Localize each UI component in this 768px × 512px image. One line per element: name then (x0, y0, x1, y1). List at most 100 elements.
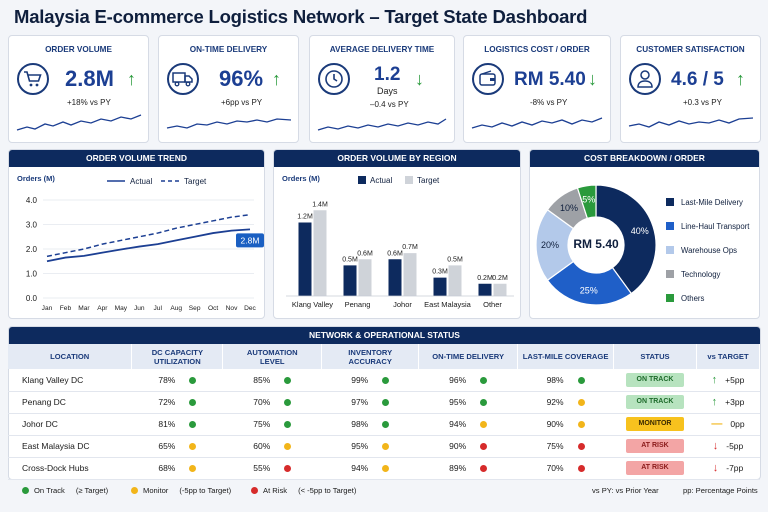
kpi-label: ORDER VOLUME (45, 45, 112, 54)
metric-value: 90% (546, 419, 564, 429)
target-bar (448, 265, 462, 296)
legend-target-swatch (405, 176, 413, 184)
automation-cell: 75% (222, 413, 322, 436)
metric-value: 90% (449, 441, 467, 451)
cart-icon (17, 63, 49, 95)
legend-label: Line-Haul Transport (681, 222, 750, 231)
location-cell: Cross-Dock Hubs (8, 457, 132, 480)
kpi-value: 96% (219, 66, 264, 91)
metric-value: 85% (253, 374, 271, 385)
column-header[interactable]: STATUS (613, 344, 697, 369)
dash-icon: — (711, 418, 723, 430)
table-row[interactable]: Klang Valley DC 78% 85% 99% 96% 98% ON TRACK ↑ +… (8, 369, 760, 392)
status-dot-icon (480, 443, 488, 451)
status-dot-icon (577, 377, 585, 384)
green-dot-icon (22, 487, 29, 494)
status-dot-icon (577, 421, 585, 429)
metric-value: 99% (351, 374, 369, 385)
kpi-card-on-time-delivery[interactable]: ON-TIME DELIVERY 96% ↑ +6pp vs PY (158, 35, 299, 143)
kpi-label: ON-TIME DELIVERY (189, 45, 268, 54)
bar-data-label: 0.7M (402, 244, 418, 251)
donut-slice (576, 184, 597, 220)
status-dot-icon (577, 443, 585, 451)
legend-note: (< -5pp to Target) (298, 486, 357, 495)
legend-at-risk: At Risk (< -5pp to Target) (251, 486, 356, 495)
dc-capacity-cell: 65% (131, 435, 223, 458)
metric-value: 94% (449, 419, 467, 429)
legend-note: (≥ Target) (75, 486, 109, 495)
status-cell: ON TRACK (613, 391, 697, 414)
kpi-unit: Days (377, 86, 398, 96)
cost-breakdown-donut-chart: 40% 25% 20% 10% 5% RM 5.40 Last-Mile Deliver… (535, 184, 750, 306)
clock-icon (318, 63, 350, 95)
table-row[interactable]: Cross-Dock Hubs 68% 55% 94% 89% 70% AT RISK ↓ -7… (8, 457, 760, 480)
order-volume-trend-chart: Orders (M) Actual Target 0.0 1.0 2.0 3.0 4.0 J… (17, 174, 264, 312)
column-header[interactable]: LAST-MILE COVERAGE (517, 344, 615, 369)
metric-value: 98% (351, 419, 369, 429)
column-header[interactable]: DC CAPACITY UTILIZATION (131, 344, 224, 369)
column-header[interactable]: ON-TIME DELIVERY (418, 344, 519, 369)
kpi-card-order-volume[interactable]: ORDER VOLUME 2.8M ↑ +18% vs PY (8, 35, 149, 143)
last-mile-cell: 70% (517, 457, 614, 480)
metric-value: 70% (253, 397, 271, 407)
status-dot-icon (189, 399, 197, 407)
wallet-icon (472, 63, 504, 95)
x-tick-label: Aug (170, 305, 182, 312)
column-header[interactable]: vs TARGET (696, 344, 761, 369)
status-dot-icon (284, 443, 292, 451)
x-tick-label: Feb (60, 305, 72, 312)
table-row[interactable]: Penang DC 72% 70% 97% 95% 92% ON TRACK ↑ +3pp (8, 391, 760, 414)
on-time-cell: 89% (418, 457, 518, 480)
status-dot-icon (480, 377, 488, 384)
kpi-delta: -8% vs PY (530, 98, 568, 107)
red-dot-icon (251, 487, 258, 494)
kpi-card-logistics-cost[interactable]: LOGISTICS COST / ORDER RM 5.40 ↓ -8% vs … (463, 35, 611, 143)
kpi-delta: +6pp vs PY (221, 98, 263, 107)
truck-icon (167, 63, 199, 95)
location-cell: Penang DC (8, 391, 132, 414)
sparkline (471, 117, 603, 129)
kpi-card-average-delivery-time[interactable]: AVERAGE DELIVERY TIME 1.2 Days ↓ –0.4 vs… (309, 35, 455, 143)
y-axis-label: Orders (M) (282, 174, 320, 183)
trend-up-icon: ↑ (272, 69, 281, 89)
inventory-cell: 99% (321, 369, 419, 392)
metric-value: 96% (449, 374, 467, 385)
y-tick-label: 1.0 (26, 270, 38, 279)
metric-value: 65% (158, 441, 176, 451)
target-bar (403, 253, 417, 296)
vs-target-cell: — 0pp (696, 413, 760, 436)
sparkline (628, 117, 754, 128)
x-tick-label: Jan (42, 305, 53, 312)
vs-target-cell: ↓ -5pp (696, 435, 760, 458)
panel-title: NETWORK & OPERATIONAL STATUS (9, 327, 760, 344)
metric-value: 68% (158, 463, 176, 473)
x-tick-label: Jun (134, 305, 145, 312)
actual-series-line (46, 228, 251, 263)
automation-cell: 55% (222, 457, 322, 480)
table-header-row: LOCATION DC CAPACITY UTILIZATION AUTOMAT… (8, 344, 761, 369)
category-label: Penang (345, 300, 371, 309)
footnote-pp: pp: Percentage Points (683, 486, 758, 495)
on-time-cell: 90% (418, 435, 518, 458)
table-row[interactable]: Johor DC 81% 75% 98% 94% 90% MONITOR — 0pp (8, 413, 760, 436)
x-tick-label: Apr (97, 305, 108, 312)
donut-slice (546, 260, 633, 306)
column-header[interactable]: INVENTORY ACCURACY (321, 344, 420, 369)
legend-swatch (666, 294, 674, 302)
inventory-cell: 98% (321, 413, 419, 436)
actual-bar (388, 259, 402, 296)
x-tick-label: Sep (189, 305, 201, 312)
slice-label: 40% (631, 226, 649, 236)
metric-value: 55% (253, 463, 271, 473)
bar-data-label: 0.5M (447, 256, 463, 263)
column-header[interactable]: AUTOMATION LEVEL (222, 344, 323, 369)
location-label: Johor DC (22, 419, 58, 429)
panel-title: ORDER VOLUME BY REGION (274, 150, 520, 167)
kpi-card-customer-satisfaction[interactable]: CUSTOMER SATISFACTION 4.6 / 5 ↑ +0.3 vs … (620, 35, 761, 143)
metric-value: 94% (351, 463, 369, 473)
on-time-cell: 94% (418, 413, 518, 436)
vs-target-cell: ↓ -7pp (696, 457, 760, 480)
table-row[interactable]: East Malaysia DC 65% 60% 95% 90% 75% AT RISK ↓ -… (8, 435, 760, 458)
status-cell: MONITOR (613, 413, 697, 436)
column-header[interactable]: LOCATION (8, 344, 133, 369)
